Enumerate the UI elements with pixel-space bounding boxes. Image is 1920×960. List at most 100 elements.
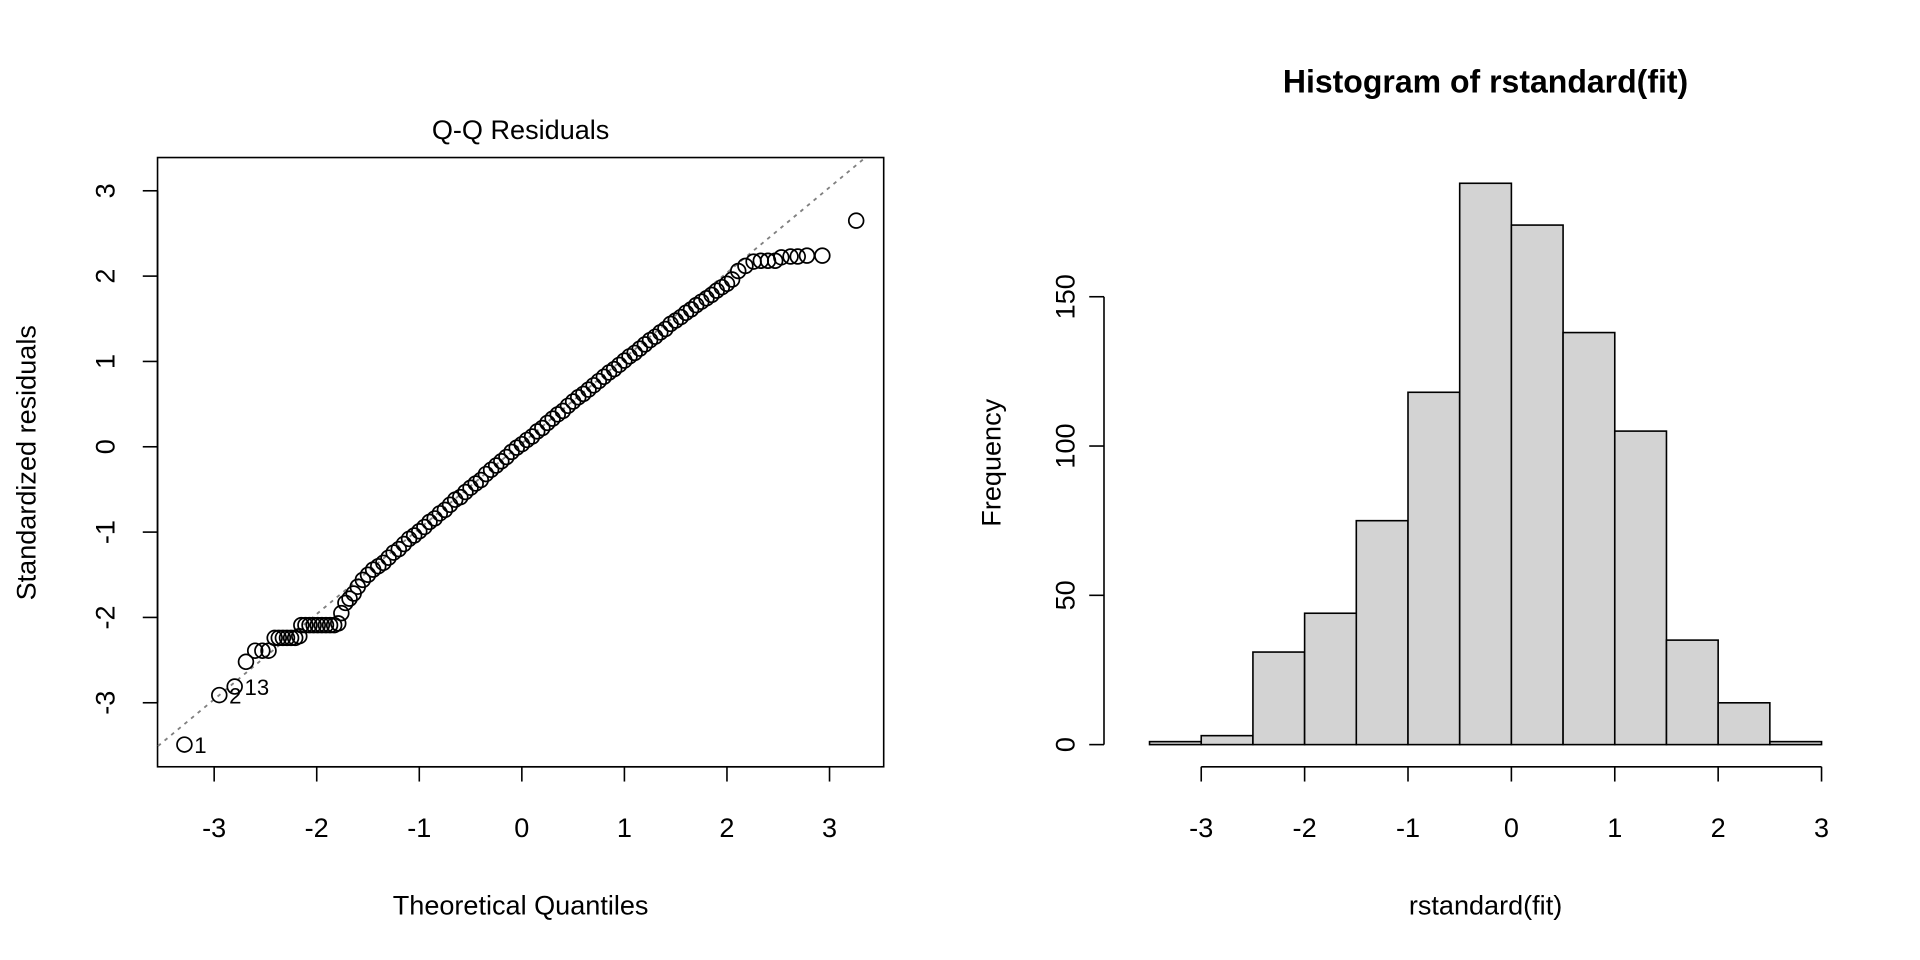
qq-point [375, 554, 392, 572]
qq-plot-area [157, 157, 867, 753]
qq-point [237, 653, 255, 671]
histogram-bar [1200, 734, 1254, 746]
qq-point [301, 616, 318, 634]
qq-point [405, 527, 423, 544]
histogram-y-tick-label: 100 [1049, 423, 1080, 468]
qq-point [554, 402, 572, 420]
qq-x-tick-label: 3 [822, 812, 837, 843]
qq-x-tick-label: 1 [617, 812, 632, 843]
qq-point [354, 571, 372, 589]
qq-point [487, 457, 505, 474]
qq-point [431, 505, 449, 522]
qq-point [321, 616, 339, 634]
qq-point-label: 1 [194, 733, 206, 758]
qq-point [359, 566, 377, 584]
qq-y-axis-label: Standardized residuals [11, 325, 42, 600]
qq-plot-title: Q-Q Residuals [432, 114, 609, 145]
histogram-x-tick-label: 2 [1711, 812, 1726, 843]
qq-labeled-point [176, 736, 193, 753]
qq-point [798, 247, 816, 264]
qq-y-tick-label: -2 [89, 605, 120, 629]
qq-point [611, 356, 628, 374]
qq-point [370, 557, 387, 575]
qq-point-label: 2 [229, 684, 241, 709]
histogram-y-tick-label: 150 [1049, 274, 1080, 319]
histogram-bar [1148, 740, 1203, 746]
qq-x-tick-label: -2 [305, 812, 329, 843]
qq-labeled-point [211, 686, 228, 704]
histogram-y-axis-label: Frequency [976, 398, 1007, 526]
qq-point [580, 381, 597, 398]
qq-point [539, 414, 556, 432]
histogram-x-tick-label: -3 [1189, 812, 1213, 843]
qq-labeled-point [226, 678, 243, 695]
qq-point [282, 629, 300, 647]
histogram-bar [1769, 740, 1823, 746]
qq-point [274, 629, 292, 647]
qq-point [333, 604, 350, 622]
qq-point [254, 642, 271, 659]
qq-point [652, 324, 669, 341]
qq-point [436, 501, 454, 519]
qq-point [590, 372, 608, 390]
qq-point [457, 483, 474, 501]
qq-y-tick-label: 0 [89, 439, 120, 454]
qq-point [782, 248, 799, 265]
qq-point [723, 271, 741, 288]
qq-point [549, 406, 566, 423]
qq-point [559, 397, 577, 415]
qq-point [317, 616, 335, 634]
qq-point [270, 629, 288, 647]
qq-x-tick-label: -3 [202, 812, 226, 843]
qq-point [718, 275, 736, 293]
qq-point [416, 518, 433, 536]
histogram-bar [1613, 430, 1668, 746]
qq-point [313, 616, 331, 634]
qq-point [330, 615, 347, 632]
qq-y-tick-label: -3 [89, 691, 120, 715]
qq-point [626, 344, 643, 362]
qq-point [411, 522, 428, 540]
qq-point [737, 257, 754, 275]
qq-point [426, 510, 443, 527]
histogram-bar [1562, 331, 1616, 746]
qq-point [713, 278, 731, 296]
histogram-x-tick-label: 3 [1814, 812, 1829, 843]
histogram-x-tick-label: 1 [1607, 812, 1622, 843]
qq-point [575, 385, 592, 403]
qq-x-tick-label: -1 [407, 812, 431, 843]
qq-x-tick-label: 0 [514, 812, 529, 843]
histogram-x-axis-label: rstandard(fit) [1409, 889, 1562, 920]
qq-point [246, 642, 264, 659]
histogram-bar [1665, 639, 1719, 746]
qq-point [305, 616, 322, 634]
qq-point [657, 320, 674, 338]
qq-point [814, 247, 831, 264]
qq-point [421, 513, 438, 531]
qq-point [467, 475, 484, 492]
qq-point [518, 431, 536, 449]
qq-point [293, 616, 310, 634]
qq-point [278, 629, 296, 647]
qq-point [605, 360, 623, 378]
histogram-y-tick-label: 0 [1049, 737, 1080, 752]
histogram: Histogram of rstandard(fit) rstandard(fi… [976, 63, 1829, 920]
qq-reference-line [157, 157, 867, 748]
qq-point [789, 248, 806, 265]
qq-point [693, 293, 710, 310]
histogram-bar [1510, 224, 1564, 746]
qq-point [380, 549, 397, 566]
histogram-bar [1303, 612, 1358, 746]
histogram-bar [1407, 391, 1461, 746]
histogram-x-tick-label: -2 [1293, 812, 1317, 843]
histogram-y-tick-label: 50 [1049, 580, 1080, 610]
histogram-x-tick-label: -1 [1396, 812, 1420, 843]
qq-y-tick-label: 2 [89, 269, 120, 284]
qq-point [297, 616, 314, 634]
qq-point [390, 540, 408, 558]
qq-point [528, 423, 546, 440]
qq-point [477, 465, 495, 483]
histogram-title: Histogram of rstandard(fit) [1283, 63, 1688, 99]
qq-y-tick-label: -1 [89, 520, 120, 544]
